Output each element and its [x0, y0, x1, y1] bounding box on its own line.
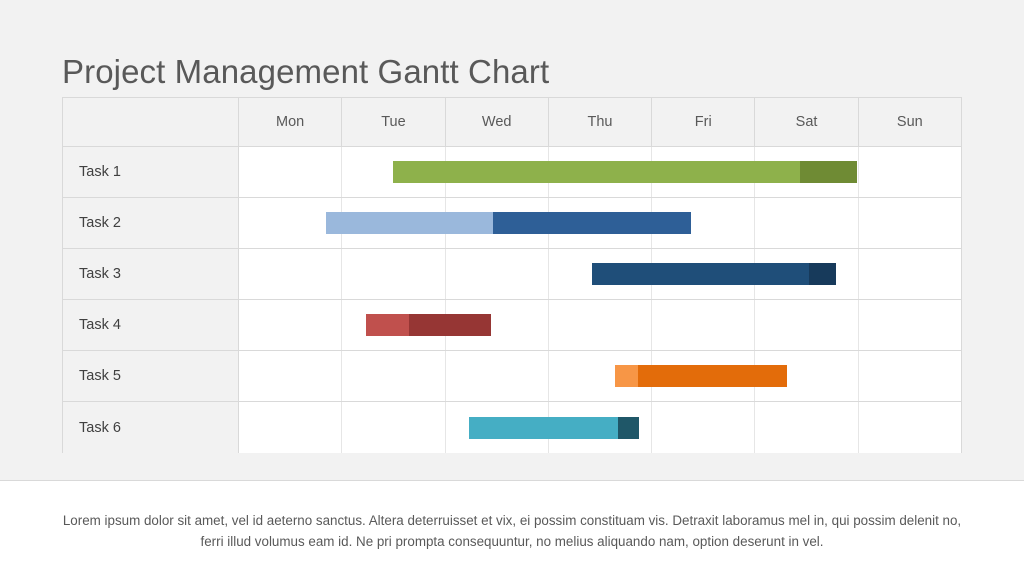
- day-cell: [859, 198, 961, 248]
- day-cell: [239, 351, 343, 401]
- task-track-4: [239, 300, 961, 350]
- gantt-bar-task-3[interactable]: [591, 263, 837, 285]
- day-cell: [859, 351, 961, 401]
- table-row: Task 1: [63, 147, 961, 198]
- task-track-5: [239, 351, 961, 401]
- gantt-bar-segment-secondary: [492, 212, 691, 234]
- table-row: Task 2: [63, 198, 961, 249]
- day-cell: [652, 300, 756, 350]
- day-cell: [342, 249, 446, 299]
- day-cell: [239, 249, 343, 299]
- column-header-fri: Fri: [652, 98, 756, 146]
- gantt-bar-segment-primary: [392, 161, 801, 183]
- column-header-thu: Thu: [549, 98, 653, 146]
- task-track-6: [239, 402, 961, 453]
- gantt-body: Task 1 Task 2 Task 3 Task 4 Task 5 Task 6: [63, 147, 961, 453]
- day-cell: [342, 351, 446, 401]
- gantt-bar-segment-secondary: [409, 314, 491, 336]
- day-cell: [859, 300, 961, 350]
- gantt-chart: Mon Tue Wed Thu Fri Sat Sun Task 1 Task 2…: [62, 97, 962, 453]
- gantt-bar-task-6[interactable]: [469, 416, 640, 439]
- gantt-bar-segment-secondary: [617, 416, 640, 439]
- gantt-bar-segment-primary: [591, 263, 810, 285]
- gantt-bar-task-1[interactable]: [392, 161, 857, 183]
- task-label-2: Task 2: [63, 198, 239, 248]
- day-cell: [859, 249, 961, 299]
- column-header-mon: Mon: [239, 98, 343, 146]
- day-cell: [446, 249, 549, 299]
- column-header-sun: Sun: [896, 114, 923, 130]
- gantt-bar-segment-secondary: [800, 161, 857, 183]
- column-header-tue: Tue: [342, 98, 446, 146]
- day-cell: [652, 402, 756, 453]
- table-row: Task 4: [63, 300, 961, 351]
- gantt-bar-task-5[interactable]: [615, 365, 787, 387]
- day-cell: [239, 300, 343, 350]
- column-header-sat: Sat: [755, 98, 859, 146]
- footer-divider: [0, 480, 1024, 481]
- task-label-4: Task 4: [63, 300, 239, 350]
- day-cell: [859, 147, 961, 197]
- table-row: Task 3: [63, 249, 961, 300]
- day-cell: [446, 351, 549, 401]
- gantt-bar-segment-secondary: [809, 263, 837, 285]
- gantt-header-row: Mon Tue Wed Thu Fri Sat Sun: [63, 98, 961, 147]
- task-track-2: [239, 198, 961, 248]
- day-cell: [859, 402, 961, 453]
- day-cell: [755, 198, 859, 248]
- day-cell: [755, 402, 859, 453]
- task-track-3: [239, 249, 961, 299]
- task-label-6: Task 6: [63, 402, 239, 453]
- gantt-bar-task-2[interactable]: [325, 212, 691, 234]
- footer-text: Lorem ipsum dolor sit amet, vel id aeter…: [62, 513, 962, 550]
- gantt-bar-segment-primary: [469, 416, 618, 439]
- day-cell: [342, 402, 446, 453]
- day-gridlines: [239, 300, 961, 350]
- day-cell: [549, 300, 653, 350]
- day-cell: [239, 147, 343, 197]
- table-row: Task 5: [63, 351, 961, 402]
- task-track-1: [239, 147, 961, 197]
- gantt-bar-segment-primary: [325, 212, 493, 234]
- gantt-bar-task-4[interactable]: [365, 314, 491, 336]
- day-cell: [755, 300, 859, 350]
- day-cell: [239, 402, 343, 453]
- task-label-1: Task 1: [63, 147, 239, 197]
- gantt-bar-segment-primary: [615, 365, 639, 387]
- day-gridlines: [239, 351, 961, 401]
- table-row: Task 6: [63, 402, 961, 453]
- gantt-bar-segment-primary: [365, 314, 410, 336]
- task-label-3: Task 3: [63, 249, 239, 299]
- header-corner-cell: [63, 98, 239, 146]
- task-label-5: Task 5: [63, 351, 239, 401]
- column-header-wed: Wed: [446, 98, 549, 146]
- gantt-bar-segment-secondary: [638, 365, 787, 387]
- page-title: Project Management Gantt Chart: [62, 53, 550, 91]
